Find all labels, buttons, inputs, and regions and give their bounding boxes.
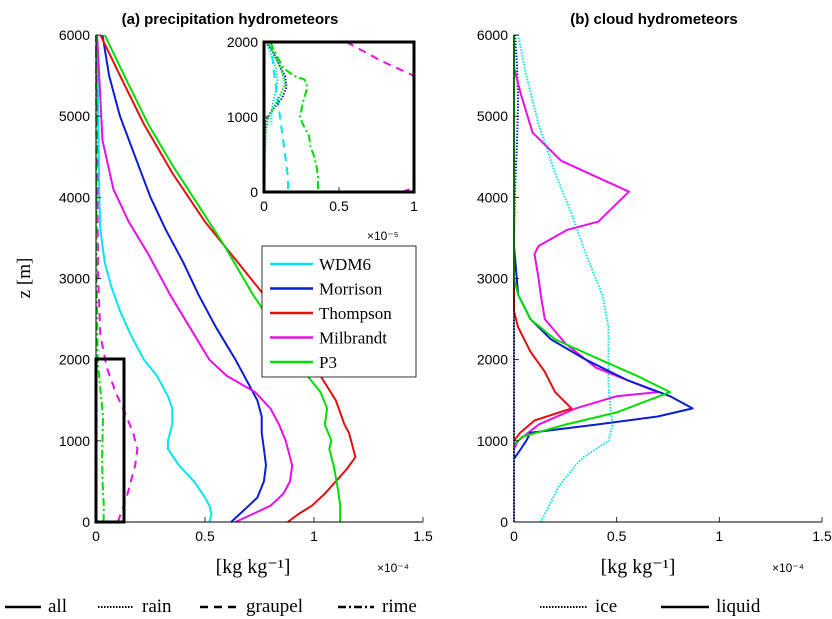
panel-b-x-tick-label: 0	[510, 528, 518, 544]
panel-a-thompson-all-line	[99, 34, 357, 523]
inset-wdm6-graupel-line	[270, 42, 289, 192]
zoom-region-box	[94, 357, 126, 524]
panel-a-x-axis-label: [kg kg⁻¹]	[216, 556, 291, 578]
inset-x-tick-label: 0	[260, 198, 268, 214]
panel-a-p3-rime-line	[95, 34, 105, 523]
panel-a-y-tick-label: 2000	[59, 352, 90, 368]
panel-a-milbrandt-graupel-line	[95, 34, 139, 523]
panel-a-x-tick-label: 1	[310, 528, 318, 544]
panel-a-ticks: 0 0.5 1 1.5 0 1000 2000 3000 4000 5000 6000	[59, 27, 433, 544]
inset-y-tick-label: 0	[250, 184, 258, 200]
panel-b-x-tick-label: 1	[715, 528, 723, 544]
panel-b-y-tick-label: 5000	[477, 108, 508, 124]
panel-a-morrison-all-line	[101, 34, 267, 523]
inset-zoom-plot: 0 0.5 1 0 1000 2000 ×10⁻⁵	[227, 34, 418, 243]
panel-b-thompson-liquid-line	[513, 35, 573, 442]
panel-b-p3-liquid-line	[513, 35, 672, 446]
scheme-legend: WDM6 Morrison Thompson Milbrandt P3	[261, 245, 417, 378]
panel-a-y-tick-label: 0	[82, 514, 90, 530]
panel-a-precipitation-hydrometeors: (a) precipitation hydrometeors z [m] 0 0.…	[14, 11, 433, 578]
panel-a-wdm6-all-line	[96, 34, 213, 523]
line-style-legend: all rain graupel rime ice liquid	[5, 596, 761, 617]
panel-b-y-tick-label: 1000	[477, 433, 508, 449]
panel-b-x-axis-label: [kg kg⁻¹]	[601, 556, 676, 578]
panel-b-morrison-ice-line	[513, 34, 520, 522]
panel-b-y-tick-label: 6000	[477, 27, 508, 43]
legend-ice-label: ice	[595, 596, 617, 617]
panel-a-title: (a) precipitation hydrometeors	[122, 11, 339, 28]
legend-morrison-label: Morrison	[319, 280, 383, 299]
inset-x-exponent: ×10⁻⁵	[367, 229, 399, 243]
legend-box	[261, 245, 417, 378]
legend-thompson-label: Thompson	[319, 304, 392, 323]
panel-b-cloud-hydrometeors: (b) cloud hydrometeors 0 0.5 1 1.5 0 1000 2000…	[477, 11, 832, 578]
inset-y-tick-label: 2000	[227, 34, 258, 50]
panel-a-y-tick-label: 6000	[59, 27, 90, 43]
panel-b-wdm6-ice-line	[517, 34, 614, 523]
legend-rain-label: rain	[142, 596, 172, 617]
legend-liquid-label: liquid	[716, 596, 761, 617]
panel-b-morrison-liquid-line	[513, 35, 694, 460]
panel-b-title: (b) cloud hydrometeors	[570, 11, 738, 28]
legend-rime-label: rime	[382, 596, 417, 617]
panel-a-x-exponent: ×10⁻⁴	[377, 561, 409, 575]
panel-b-lines	[513, 34, 694, 523]
legend-graupel-label: graupel	[246, 596, 303, 617]
panel-a-milbrandt-all-line	[96, 34, 294, 523]
inset-milbrandt-graupel-line	[346, 42, 414, 77]
panel-a-p3-all-line	[103, 34, 342, 522]
inset-p3-rain-line	[264, 42, 286, 192]
inset-x-tick-label: 0.5	[329, 198, 349, 214]
legend-p3-label: P3	[319, 353, 337, 372]
panel-b-y-tick-label: 4000	[477, 189, 508, 205]
legend-wdm6-label: WDM6	[319, 255, 371, 274]
panel-a-y-tick-label: 1000	[59, 433, 90, 449]
panel-b-y-tick-label: 2000	[477, 352, 508, 368]
panel-b-y-tick-label: 0	[500, 514, 508, 530]
panel-a-lines	[95, 34, 357, 523]
panel-a-y-tick-label: 5000	[59, 108, 90, 124]
inset-ticks: 0 0.5 1 0 1000 2000	[227, 34, 418, 214]
panel-b-x-tick-label: 0.5	[607, 528, 627, 544]
panel-a-x-tick-label: 0.5	[195, 528, 215, 544]
panel-a-y-tick-label: 3000	[59, 271, 90, 287]
inset-background	[264, 42, 414, 192]
legend-milbrandt-label: Milbrandt	[319, 329, 387, 348]
panel-b-milbrandt-liquid-line	[513, 35, 659, 450]
panel-a-y-tick-label: 4000	[59, 189, 90, 205]
inset-y-tick-label: 1000	[227, 109, 258, 125]
inset-x-tick-label: 1	[410, 198, 418, 214]
panel-b-x-tick-label: 1.5	[812, 528, 832, 544]
inset-p3-rime-line	[269, 42, 319, 192]
panel-a-x-tick-label: 1.5	[413, 528, 433, 544]
panel-a-y-axis-label: z [m]	[14, 258, 35, 299]
panel-b-x-exponent: ×10⁻⁴	[772, 561, 804, 575]
panel-a-x-tick-label: 0	[92, 528, 100, 544]
panel-b-y-tick-label: 3000	[477, 271, 508, 287]
panel-b-ticks: 0 0.5 1 1.5 0 1000 2000 3000 4000 5000 6000	[477, 27, 832, 544]
legend-all-label: all	[48, 596, 67, 617]
